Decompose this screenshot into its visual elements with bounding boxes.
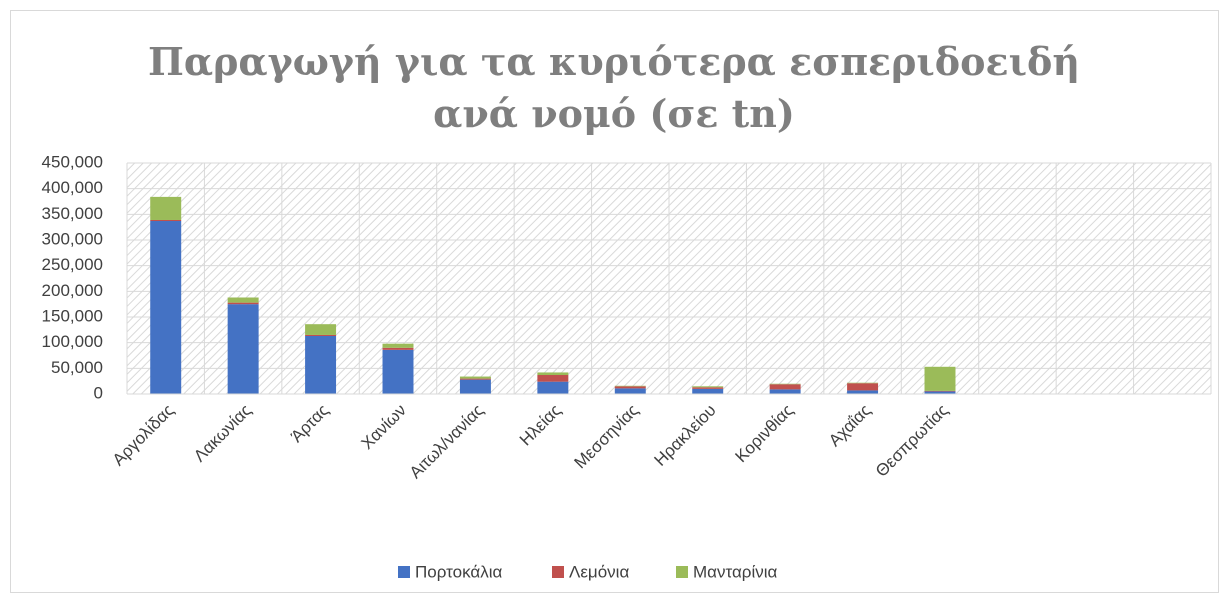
bar-segment <box>227 304 259 394</box>
bar-segment <box>459 379 491 394</box>
bar-segment <box>537 381 569 394</box>
y-tick-label: 50,000 <box>51 358 103 377</box>
bar-segment <box>305 324 337 335</box>
bar-segment <box>769 389 801 394</box>
x-tick-label: Ηλείας <box>516 401 565 450</box>
bar-segment <box>614 388 646 394</box>
bar-segment <box>847 390 879 394</box>
x-tick-label: Αιτωλ/νανίας <box>406 401 488 483</box>
bar-segment <box>537 375 569 382</box>
bar-segment <box>769 384 801 390</box>
bar-segment <box>847 382 879 384</box>
bar-segment <box>459 376 491 379</box>
bar-segment <box>227 302 259 305</box>
bar-segment <box>614 385 646 387</box>
bar-segment <box>769 383 801 385</box>
x-tick-label: Κορινθίας <box>732 401 798 467</box>
bar-segment <box>382 343 414 348</box>
bar-segment <box>305 335 337 394</box>
bar-segment <box>227 297 259 303</box>
x-tick-label: Άρτας <box>287 401 332 446</box>
bar-segment <box>305 334 337 336</box>
bar-segment <box>692 386 724 388</box>
y-tick-label: 150,000 <box>42 306 103 325</box>
legend-label: Πορτοκάλια <box>415 562 502 581</box>
y-tick-label: 250,000 <box>42 255 103 274</box>
legend-swatch <box>398 566 410 578</box>
bar-segment <box>614 386 646 389</box>
bar-segment <box>150 219 182 222</box>
y-tick-label: 450,000 <box>42 152 103 171</box>
y-tick-label: 300,000 <box>42 229 103 248</box>
y-tick-label: 0 <box>94 383 103 402</box>
y-tick-label: 400,000 <box>42 178 103 197</box>
bar-segment <box>692 388 724 394</box>
legend-swatch <box>676 566 688 578</box>
bar-segment <box>382 349 414 394</box>
chart-border <box>10 10 1219 593</box>
bar-segment <box>847 383 879 391</box>
x-tick-label: Θεσπρωτίας <box>872 401 952 481</box>
chart-title: Παραγωγή για τα κυριότερα εσπεριδοειδή α… <box>148 39 1080 136</box>
y-tick-label: 350,000 <box>42 204 103 223</box>
legend-label: Λεμόνια <box>569 562 629 581</box>
bar-segment <box>150 221 182 394</box>
bar-segment <box>537 372 569 376</box>
bar-segment <box>459 378 491 380</box>
legend-swatch <box>552 566 564 578</box>
bar-segment <box>924 391 956 394</box>
legend-label: Μανταρίνια <box>693 562 778 581</box>
bar-segment <box>382 347 414 350</box>
bar-segment <box>150 196 182 220</box>
x-tick-label: Χανίων <box>358 401 410 453</box>
bar-segment <box>692 387 724 389</box>
x-tick-label: Λακωνίας <box>190 401 255 466</box>
x-tick-label: Ηρακλείου <box>650 401 719 470</box>
x-tick-label: Μεσσηνίας <box>571 401 643 473</box>
bar-segment <box>924 366 956 391</box>
bar-segment <box>924 390 956 392</box>
y-tick-label: 100,000 <box>42 332 103 351</box>
x-tick-label: Αργολίδας <box>109 401 178 470</box>
y-tick-label: 200,000 <box>42 281 103 300</box>
x-tick-label: Αχαΐας <box>825 401 875 451</box>
